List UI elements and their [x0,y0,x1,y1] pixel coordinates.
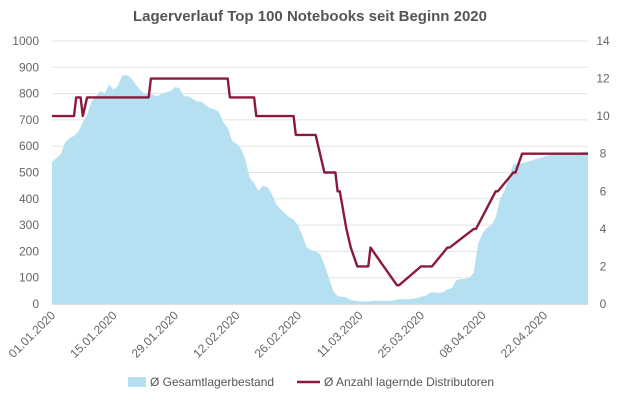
distributor-line [52,77,588,287]
chart-title: Lagerverlauf Top 100 Notebooks seit Begi… [133,8,487,25]
y-right-tick-label: 8 [600,147,607,161]
y-right-tick-label: 0 [600,297,607,311]
y-left-tick-label: 0 [32,297,39,311]
y-left-tick-label: 1000 [12,34,39,48]
x-tick-label: 26.02.2020 [252,308,305,361]
y-left-tick-label: 200 [19,244,39,258]
x-tick-labels: 01.01.2020 15.01.2020 29.01.2020 12.02.2020… [6,308,551,361]
y-left-tick-label: 500 [19,166,39,180]
x-tick-label: 29.01.2020 [129,308,182,361]
y-right-tick-label: 4 [600,222,607,236]
y-left-tick-label: 300 [19,218,39,232]
x-tick-label: 15.01.2020 [67,308,120,361]
stock-area [52,75,588,304]
y-right-tick-label: 6 [600,184,607,198]
y-left-tick-label: 600 [19,139,39,153]
y-left-tick-label: 400 [19,192,39,206]
y-right-tick-label: 12 [596,72,610,86]
distributor-line-layer [52,77,588,287]
y-left-tick-label: 800 [19,87,39,101]
legend-area-swatch [128,377,146,387]
x-tick-label: 25.03.2020 [375,308,428,361]
y-right-tick-label: 10 [596,109,610,123]
y-left-tick-label: 900 [19,60,39,74]
legend-line-label: Ø Anzahl lagernde Distributoren [324,375,494,389]
y-left-tick-label: 100 [19,271,39,285]
y-left-tick-labels: 0 100 200 300 400 500 600 700 800 900 1000 [12,34,39,311]
stock-area-layer [52,75,588,304]
x-tick-label: 12.02.2020 [190,308,243,361]
y-left-tick-label: 700 [19,113,39,127]
x-tick-label: 11.03.2020 [314,308,366,360]
legend: Ø Gesamtlagerbestand Ø Anzahl lagernde D… [128,375,494,389]
y-right-tick-labels: 0 2 4 6 8 10 12 14 [596,34,610,311]
x-tick-label: 22.04.2020 [498,308,551,361]
y-right-tick-label: 14 [596,34,610,48]
legend-area-label: Ø Gesamtlagerbestand [150,375,274,389]
y-right-tick-label: 2 [600,259,607,273]
x-tick-label: 01.01.2020 [6,308,59,361]
x-tick-label: 08.04.2020 [436,308,489,361]
